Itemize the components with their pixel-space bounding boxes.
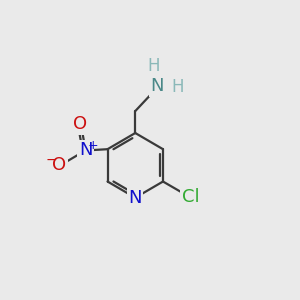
Text: O: O — [52, 156, 66, 174]
Text: N: N — [128, 189, 142, 207]
Text: −: − — [45, 153, 57, 166]
Text: O: O — [74, 115, 88, 133]
Text: +: + — [88, 139, 98, 152]
Text: N: N — [79, 141, 92, 159]
Text: H: H — [148, 57, 160, 75]
Text: N: N — [151, 77, 164, 95]
Text: Cl: Cl — [182, 188, 200, 206]
Text: H: H — [172, 78, 184, 96]
